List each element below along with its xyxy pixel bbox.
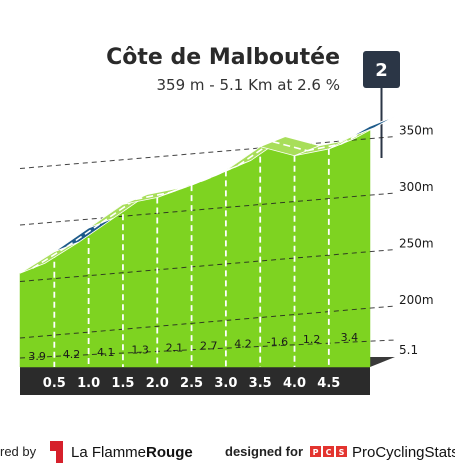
grade-label-layer: 3.9 4.2 4.1 1.3 2.1 2.7 4.2 -1.6 1.2 3.4 — [28, 331, 358, 363]
grade-label-9: 1.2 — [303, 333, 321, 346]
km-label-4.5: 4.5 — [317, 376, 340, 391]
pcs-logo: P C S ProCyclingStats — [310, 444, 455, 461]
km-label-2.5: 2.5 — [180, 376, 203, 391]
grade-label-4: 1.3 — [131, 344, 149, 357]
segment-divider-layer — [53, 146, 330, 367]
base-altitude-label: 5.1 — [399, 343, 418, 357]
grade-segment-4 — [122, 197, 158, 368]
powered-by-text: red by — [0, 444, 37, 459]
altitude-label-layer: 350m 300m 250m 200m — [399, 124, 434, 308]
km-label-3.0: 3.0 — [214, 376, 237, 391]
top-surface-summit-steep — [349, 115, 396, 139]
climb-title: Côte de Malboutée — [106, 45, 340, 70]
km-label-4.0: 4.0 — [283, 376, 306, 391]
footer: red by La FlammeRouge designed for P C S… — [0, 441, 455, 463]
grade-label-6: 2.7 — [200, 340, 218, 353]
category-badge-number: 2 — [375, 60, 388, 81]
grade-segment-6 — [191, 170, 227, 368]
flamme-rouge-flag-icon — [50, 441, 63, 463]
km-label-layer: 0.5 1.0 1.5 2.0 2.5 3.0 3.5 4.0 4.5 — [43, 376, 341, 391]
centerline-2 — [66, 222, 102, 248]
pcs-logo-block-c — [323, 446, 334, 457]
pcs-name: ProCyclingStats — [352, 444, 455, 461]
grade-label-7: 4.2 — [234, 337, 252, 350]
altitude-label-350: 350m — [399, 124, 434, 138]
grade-label-2: 4.2 — [63, 348, 81, 361]
centerline-9 — [306, 143, 342, 152]
grade-label-10: 3.4 — [341, 331, 359, 344]
flamme-rouge-name: La FlammeRouge — [71, 444, 193, 461]
km-label-3.5: 3.5 — [249, 376, 272, 391]
grade-fill-layer — [19, 125, 371, 368]
pcs-logo-letter-p: P — [313, 448, 319, 457]
grade-segment-7 — [225, 146, 261, 368]
grade-segment-5 — [157, 184, 192, 368]
designed-for-text: designed for — [225, 444, 303, 459]
centerline-8 — [272, 140, 308, 152]
pcs-logo-letter-c: C — [326, 448, 332, 457]
centerline-6 — [203, 164, 239, 181]
climb-stats: 359 m - 5.1 Km at 2.6 % — [156, 76, 340, 94]
km-label-2.0: 2.0 — [146, 376, 169, 391]
centerline-4 — [135, 191, 170, 201]
km-label-1.5: 1.5 — [111, 376, 134, 391]
pcs-logo-block-s — [336, 446, 347, 457]
pcs-logo-letter-s: S — [339, 448, 345, 457]
centerline-5 — [169, 179, 205, 194]
altitude-label-200: 200m — [399, 293, 434, 307]
centerline-1 — [32, 246, 68, 269]
grade-label-3: 4.1 — [97, 346, 115, 359]
flamme-rouge-logo: La FlammeRouge — [50, 441, 193, 463]
grade-label-8: -1.6 — [267, 335, 288, 348]
grade-label-1: 3.9 — [28, 350, 46, 363]
km-label-1.0: 1.0 — [77, 376, 100, 391]
altitude-label-250: 250m — [399, 237, 434, 251]
pcs-logo-block-p — [310, 446, 321, 457]
road-band — [20, 367, 370, 395]
category-badge-box — [363, 51, 400, 88]
profile-top-surface-layer — [19, 115, 396, 274]
altitude-label-300: 300m — [399, 180, 434, 194]
grade-segment-8 — [259, 146, 295, 368]
category-badge: 2 — [363, 51, 400, 158]
grade-label-5: 2.1 — [166, 342, 184, 355]
km-label-0.5: 0.5 — [43, 376, 66, 391]
